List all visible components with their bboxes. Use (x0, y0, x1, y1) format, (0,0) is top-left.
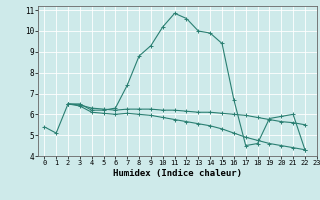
X-axis label: Humidex (Indice chaleur): Humidex (Indice chaleur) (113, 169, 242, 178)
